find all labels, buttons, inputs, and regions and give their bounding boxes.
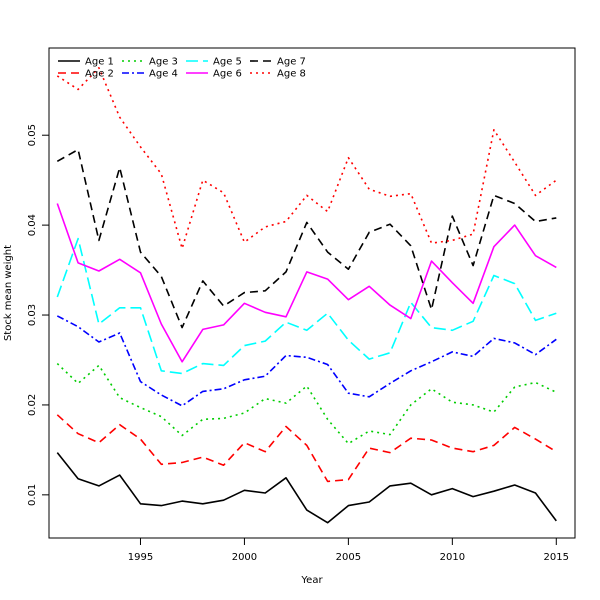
x-tick-label: 2005: [336, 552, 361, 563]
y-axis: 0.01 0.02 0.03 0.04 0.05: [27, 124, 50, 506]
legend-label: Age 4: [149, 69, 178, 80]
legend-item: Age 1: [58, 57, 114, 68]
x-axis-label: Year: [300, 575, 323, 586]
legend-item: Age 3: [122, 57, 178, 68]
x-tick-label: 1995: [128, 552, 153, 563]
plot-lines: [56, 67, 557, 524]
legend-label: Age 1: [85, 57, 114, 68]
x-tick-label: 2000: [232, 552, 257, 563]
y-tick-label: 0.03: [27, 304, 38, 326]
legend-item: Age 4: [122, 69, 178, 80]
legend-label: Age 6: [213, 69, 242, 80]
y-tick-label: 0.02: [27, 394, 38, 416]
y-tick-label: 0.04: [27, 214, 38, 236]
legend-item: Age 5: [186, 57, 242, 68]
legend-label: Age 8: [277, 69, 306, 80]
series-line-age-1: [56, 452, 557, 524]
y-tick-label: 0.05: [27, 124, 38, 146]
series-line-age-8: [56, 67, 557, 250]
x-axis: 1995 2000 2005 2010 2015: [128, 537, 569, 563]
legend-label: Age 3: [149, 57, 178, 68]
series-line-age-2: [56, 414, 557, 483]
x-tick-label: 2010: [440, 552, 465, 563]
series-line-age-6: [56, 203, 557, 363]
legend-item: Age 6: [186, 69, 242, 80]
series-line-age-7: [56, 148, 557, 329]
y-axis-label: Stock mean weight: [3, 245, 14, 341]
y-tick-label: 0.01: [27, 484, 38, 506]
legend-item: Age 8: [250, 69, 306, 80]
series-line-age-3: [56, 363, 557, 445]
legend-item: Age 2: [58, 69, 114, 80]
legend-label: Age 7: [277, 57, 306, 68]
legend-label: Age 2: [85, 69, 114, 80]
legend-item: Age 7: [250, 57, 306, 68]
legend-label: Age 5: [213, 57, 242, 68]
x-tick-label: 2015: [544, 552, 569, 563]
series-line-age-5: [56, 237, 557, 375]
series-line-age-4: [56, 315, 557, 407]
